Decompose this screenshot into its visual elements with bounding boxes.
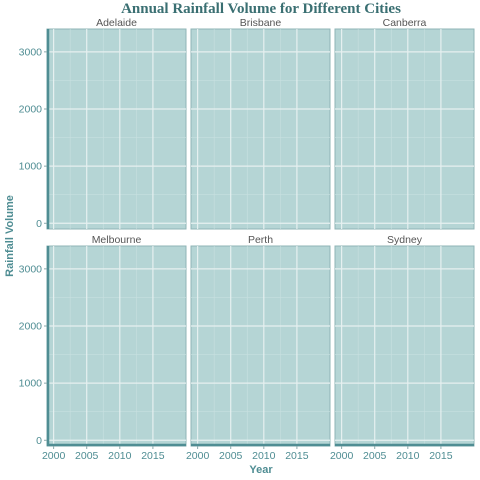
y-tick-label: 0 <box>36 435 42 447</box>
panel-background <box>46 245 187 447</box>
y-tick-label: 3000 <box>19 46 43 58</box>
facet-label: Adelaide <box>96 17 137 29</box>
y-tick-label: 2000 <box>19 321 43 333</box>
x-tick-label: 2005 <box>219 450 243 462</box>
facet-brisbane: Brisbane <box>190 17 331 230</box>
x-tick-label: 2000 <box>186 450 210 462</box>
facet-label: Brisbane <box>240 17 282 29</box>
facet-perth: Perth 2000 2005 2010 2015 <box>186 234 331 462</box>
y-tick-label: 1000 <box>19 378 43 390</box>
facet-adelaide: Adelaide 0 1000 2000 3000 <box>19 17 187 230</box>
facet-sydney: Sydney 2000 2005 2010 2015 <box>330 234 475 462</box>
facet-panels: Adelaide 0 1000 2000 3000 Brisbane Canberra Mel… <box>19 17 475 462</box>
y-axis-title: Rainfall Volume <box>4 195 16 277</box>
panel-background <box>46 28 187 230</box>
x-tick-label: 2010 <box>252 450 276 462</box>
x-tick-label: 2015 <box>429 450 453 462</box>
facet-label: Sydney <box>387 234 423 246</box>
facet-label: Canberra <box>383 17 427 29</box>
x-axis-title: Year <box>249 464 273 476</box>
x-tick-label: 2015 <box>141 450 165 462</box>
x-tick-label: 2015 <box>285 450 309 462</box>
y-tick-label: 2000 <box>19 104 43 116</box>
x-tick-label: 2010 <box>396 450 420 462</box>
facet-label: Perth <box>248 234 273 246</box>
x-tick-label: 2005 <box>75 450 99 462</box>
x-tick-label: 2005 <box>363 450 387 462</box>
x-tick-label: 2010 <box>108 450 132 462</box>
panel-background <box>190 28 331 230</box>
y-tick-label: 0 <box>36 218 42 230</box>
facet-melbourne: Melbourne 0 1000 2000 3000 2000 2005 2010 2015 <box>19 234 187 462</box>
chart-title: Annual Rainfall Volume for Different Cit… <box>121 1 401 17</box>
panel-background <box>190 245 331 447</box>
facet-label: Melbourne <box>92 234 142 246</box>
panel-background <box>334 28 475 230</box>
y-tick-label: 1000 <box>19 161 43 173</box>
x-tick-label: 2000 <box>330 450 354 462</box>
panel-background <box>334 245 475 447</box>
y-tick-label: 3000 <box>19 263 43 275</box>
x-tick-label: 2000 <box>42 450 66 462</box>
facet-canberra: Canberra <box>334 17 475 230</box>
